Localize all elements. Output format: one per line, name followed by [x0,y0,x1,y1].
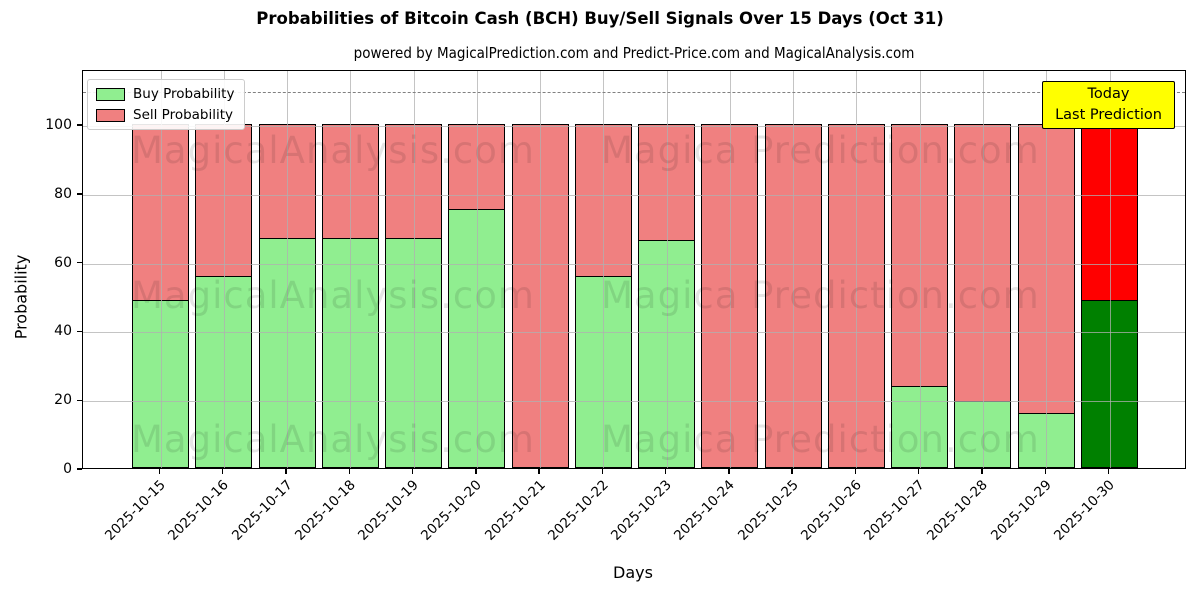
x-tick-label-text: 2025-10-30 [1051,477,1118,544]
x-tick-mark-2025-10-19 [411,469,414,474]
x-tick-mark-2025-10-27 [918,469,920,474]
y-tick-label-80: 80 [54,185,72,202]
x-tick-mark-2025-10-17 [285,469,287,474]
x-tick-label-text: 2025-10-18 [291,477,359,544]
plot-area: MagicalAnalysis.com Magica Prediction.com… [82,70,1186,469]
x-tick-label-text: 2025-10-16 [165,477,233,544]
y-tick-mark-20 [77,399,82,401]
x-tick-mark-2025-10-18 [348,469,350,474]
x-tick-mark-2025-10-21 [538,469,540,474]
x-tick-mark-2025-10-30 [1107,469,1110,474]
watermark-analysis-row3: MagicalAnalysis.com [131,418,535,461]
x-tick-mark-2025-10-29 [1044,469,1046,474]
y-tick-label-20: 20 [54,392,72,409]
legend-sell-label: Sell Probability [133,107,234,123]
x-tick-label-text: 2025-10-21 [481,477,549,544]
x-tick-mark-2025-10-28 [981,469,983,474]
sell-swatch-icon [96,108,125,122]
legend-buy-label: Buy Probability [133,86,235,102]
x-tick-label-text: 2025-10-27 [861,477,929,544]
annotation-line-today: Today [1087,86,1130,102]
x-tick-label-text: 2025-10-29 [987,477,1055,544]
x-tick-mark-2025-10-24 [728,469,730,474]
watermark-prediction-row1: Magica Prediction.com [601,129,1040,172]
x-tick-mark-2025-10-20 [475,469,477,474]
y-tick-mark-60 [77,261,82,264]
watermark-analysis-row1: MagicalAnalysis.com [131,129,535,172]
annotation-line-last-prediction: Last Prediction [1055,107,1162,123]
legend-item-sell: Sell Probability [96,107,234,123]
y-tick-label-60: 60 [54,254,72,271]
chart-title: Probabilities of Bitcoin Cash (BCH) Buy/… [256,9,944,28]
x-tick-label-text: 2025-10-23 [608,477,675,544]
y-tick-mark-100 [77,124,82,126]
x-tick-label-text: 2025-10-19 [355,477,422,544]
legend: Buy Probability Sell Probability [87,79,246,130]
watermark-prediction-row3: Magica Prediction.com [601,418,1040,461]
watermark-layer: MagicalAnalysis.com Magica Prediction.com… [83,71,1185,468]
x-tick-mark-2025-10-26 [854,469,857,474]
x-tick-label-text: 2025-10-28 [924,477,992,544]
buy-swatch-icon [96,87,125,101]
watermark-analysis-row2: MagicalAnalysis.com [131,274,535,317]
x-tick-mark-2025-10-15 [158,469,161,474]
x-tick-mark-2025-10-22 [601,469,604,474]
x-tick-mark-2025-10-16 [222,469,224,474]
y-tick-mark-80 [77,193,82,195]
x-axis-label: Days [613,563,653,582]
x-tick-mark-2025-10-25 [791,469,793,474]
x-tick-label-text: 2025-10-20 [418,477,486,544]
threshold-dashed-line [83,91,1185,93]
legend-item-buy: Buy Probability [96,86,234,102]
y-tick-label-40: 40 [54,323,72,340]
x-tick-label-text: 2025-10-25 [734,477,802,544]
chart-subtitle: powered by MagicalPrediction.com and Pre… [353,44,915,62]
x-tick-label-text: 2025-10-17 [228,477,296,544]
x-tick-mark-2025-10-23 [664,469,667,474]
y-tick-mark-40 [77,330,82,333]
x-tick-label-text: 2025-10-22 [544,477,612,544]
x-tick-label-text: 2025-10-24 [671,477,739,544]
y-tick-label-100: 100 [45,117,72,134]
y-tick-label-0: 0 [63,461,72,477]
watermark-prediction-row2: Magica Prediction.com [601,274,1040,317]
x-tick-label-text: 2025-10-26 [797,477,865,544]
today-annotation: Today Last Prediction [1042,81,1175,129]
y-tick-mark-0 [77,468,82,470]
x-tick-label-text: 2025-10-15 [102,477,169,544]
